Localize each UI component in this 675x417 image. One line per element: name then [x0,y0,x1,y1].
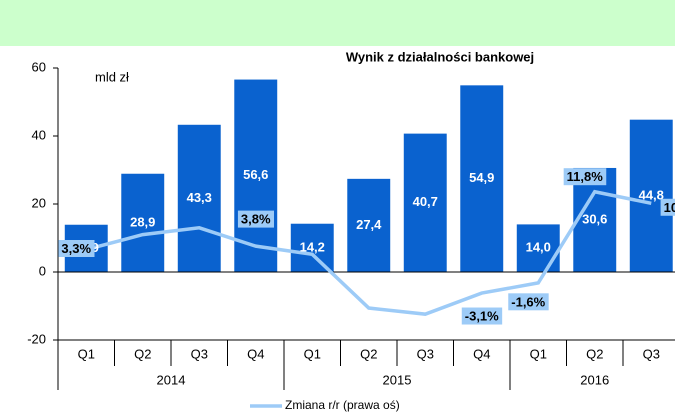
y-tick-label: -20 [27,331,46,346]
bar-value-label: 30,6 [582,211,607,226]
bar-value-label: 40,7 [413,194,438,209]
bar-value-label: 14,0 [526,240,551,255]
line-label-box [58,239,95,257]
y-tick-label: 40 [32,127,46,142]
legend-label: Zmiana r/r (prawa oś) [285,398,400,412]
line-value-label: -3,1% [465,309,499,324]
bar [629,119,673,273]
x-tick-label: Q1 [304,346,321,361]
x-tick-label: Q2 [586,346,603,361]
bar-value-label: 43,3 [187,190,212,205]
bar-value-label: 14,2 [300,239,325,254]
x-tick-label: Q3 [191,346,208,361]
bar [460,85,504,272]
y-tick-label: 60 [32,59,46,74]
group-label: 2014 [157,372,186,387]
bar-value-label: 44,8 [639,187,664,202]
bar [516,224,560,272]
chart-title: Wynik z działalności bankowej [346,49,534,64]
x-tick-label: Q2 [134,346,151,361]
line-label-box [508,293,549,311]
bar [347,178,391,272]
bar-value-label: 27,4 [356,217,382,232]
line-value-label: 3,8% [241,212,271,227]
group-label: 2016 [580,372,609,387]
bar-value-label: 54,9 [469,170,494,185]
x-tick-label: Q1 [78,346,95,361]
line-label-box [461,307,503,325]
x-tick-label: Q3 [417,346,434,361]
bar-value-label: 56,6 [243,167,268,182]
line-label-box [660,198,675,216]
bar [177,124,221,272]
line-value-label: 3,3% [61,241,91,256]
y-tick-label: 0 [39,263,46,278]
line-label-box [563,168,607,186]
bar [121,173,165,272]
line-value-label: -1,6% [511,294,545,309]
group-label: 2015 [383,372,412,387]
line [85,189,652,316]
header-band [0,0,675,46]
x-tick-label: Q4 [473,346,490,361]
line-value-label: 10,1 [664,200,675,215]
bar [403,133,447,272]
bar [573,167,617,272]
unit-note: mld zł [95,69,129,84]
x-tick-label: Q2 [360,346,377,361]
x-tick-label: Q4 [247,346,264,361]
bar-value-label: 28,9 [130,214,155,229]
x-tick-label: Q3 [643,346,660,361]
line-value-label: 11,8% [567,169,604,184]
line-label-box [237,210,275,228]
bar [290,223,334,272]
x-tick-label: Q1 [530,346,547,361]
y-tick-label: 20 [32,195,46,210]
